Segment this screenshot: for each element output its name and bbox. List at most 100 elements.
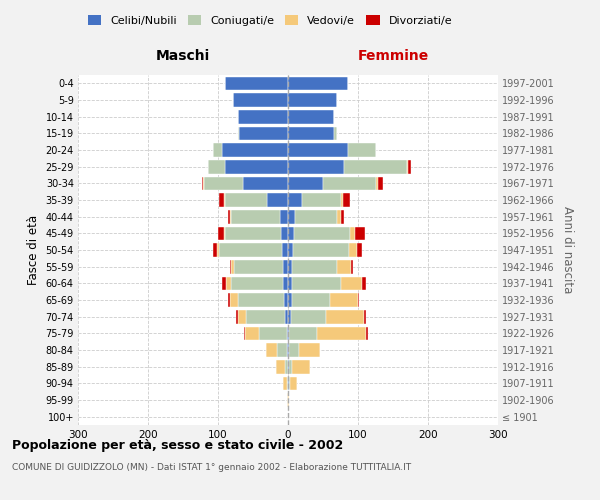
- Bar: [238, 126, 239, 140]
- Bar: [233, 93, 288, 107]
- Bar: [288, 226, 293, 240]
- Bar: [225, 193, 267, 207]
- Bar: [224, 193, 225, 207]
- Bar: [288, 360, 289, 374]
- Bar: [232, 260, 234, 274]
- Bar: [376, 176, 377, 190]
- Bar: [228, 210, 230, 224]
- Bar: [288, 326, 289, 340]
- Bar: [226, 276, 230, 290]
- Bar: [245, 326, 259, 340]
- Bar: [284, 360, 288, 374]
- Bar: [347, 143, 376, 157]
- Bar: [220, 193, 224, 207]
- Bar: [288, 343, 289, 357]
- Bar: [283, 276, 288, 290]
- Bar: [281, 226, 288, 240]
- Bar: [203, 176, 204, 190]
- Bar: [284, 293, 288, 307]
- Bar: [295, 210, 337, 224]
- Bar: [289, 326, 317, 340]
- Bar: [222, 276, 226, 290]
- Bar: [213, 243, 217, 257]
- Bar: [242, 176, 288, 190]
- Bar: [293, 226, 350, 240]
- Bar: [326, 310, 364, 324]
- Bar: [288, 376, 289, 390]
- Bar: [244, 326, 245, 340]
- Bar: [351, 260, 353, 274]
- Bar: [288, 393, 289, 407]
- Bar: [341, 210, 344, 224]
- Bar: [280, 210, 288, 224]
- Bar: [259, 326, 287, 340]
- Bar: [288, 93, 337, 107]
- Y-axis label: Fasce di età: Fasce di età: [27, 215, 40, 285]
- Bar: [225, 160, 288, 173]
- Bar: [349, 243, 358, 257]
- Bar: [409, 160, 411, 173]
- Bar: [377, 176, 383, 190]
- Bar: [238, 293, 284, 307]
- Bar: [334, 126, 337, 140]
- Bar: [292, 293, 330, 307]
- Bar: [364, 310, 366, 324]
- Text: COMUNE DI GUIDIZZOLO (MN) - Dati ISTAT 1° gennaio 2002 - Elaborazione TUTTITALIA: COMUNE DI GUIDIZZOLO (MN) - Dati ISTAT 1…: [12, 464, 411, 472]
- Bar: [224, 226, 225, 240]
- Bar: [238, 310, 246, 324]
- Bar: [317, 326, 367, 340]
- Bar: [330, 293, 358, 307]
- Bar: [288, 110, 334, 124]
- Bar: [341, 193, 343, 207]
- Bar: [218, 243, 282, 257]
- Bar: [234, 260, 283, 274]
- Bar: [238, 110, 288, 124]
- Bar: [358, 243, 361, 257]
- Bar: [239, 126, 288, 140]
- Y-axis label: Anni di nascita: Anni di nascita: [562, 206, 574, 294]
- Bar: [362, 276, 366, 290]
- Bar: [202, 176, 203, 190]
- Bar: [292, 260, 337, 274]
- Bar: [290, 376, 297, 390]
- Bar: [208, 160, 225, 173]
- Bar: [288, 293, 292, 307]
- Bar: [236, 310, 238, 324]
- Bar: [246, 310, 284, 324]
- Bar: [355, 226, 365, 240]
- Bar: [292, 276, 341, 290]
- Bar: [267, 193, 288, 207]
- Bar: [288, 143, 347, 157]
- Bar: [221, 143, 288, 157]
- Bar: [289, 343, 299, 357]
- Bar: [225, 226, 281, 240]
- Bar: [299, 343, 320, 357]
- Bar: [230, 293, 238, 307]
- Bar: [288, 260, 292, 274]
- Bar: [277, 343, 287, 357]
- Text: Maschi: Maschi: [156, 50, 210, 64]
- Bar: [266, 343, 277, 357]
- Bar: [323, 176, 376, 190]
- Legend: Celibi/Nubili, Coniugati/e, Vedovi/e, Divorziati/e: Celibi/Nubili, Coniugati/e, Vedovi/e, Di…: [83, 10, 457, 30]
- Bar: [288, 210, 295, 224]
- Bar: [213, 143, 221, 157]
- Bar: [288, 126, 334, 140]
- Bar: [282, 243, 288, 257]
- Bar: [284, 310, 288, 324]
- Bar: [204, 176, 242, 190]
- Bar: [289, 360, 292, 374]
- Bar: [288, 160, 344, 173]
- Bar: [293, 243, 349, 257]
- Bar: [288, 310, 291, 324]
- Bar: [288, 76, 347, 90]
- Bar: [292, 360, 310, 374]
- Bar: [291, 310, 326, 324]
- Bar: [276, 360, 284, 374]
- Bar: [225, 76, 288, 90]
- Bar: [343, 193, 350, 207]
- Bar: [230, 210, 280, 224]
- Bar: [358, 293, 359, 307]
- Bar: [337, 210, 341, 224]
- Bar: [350, 226, 355, 240]
